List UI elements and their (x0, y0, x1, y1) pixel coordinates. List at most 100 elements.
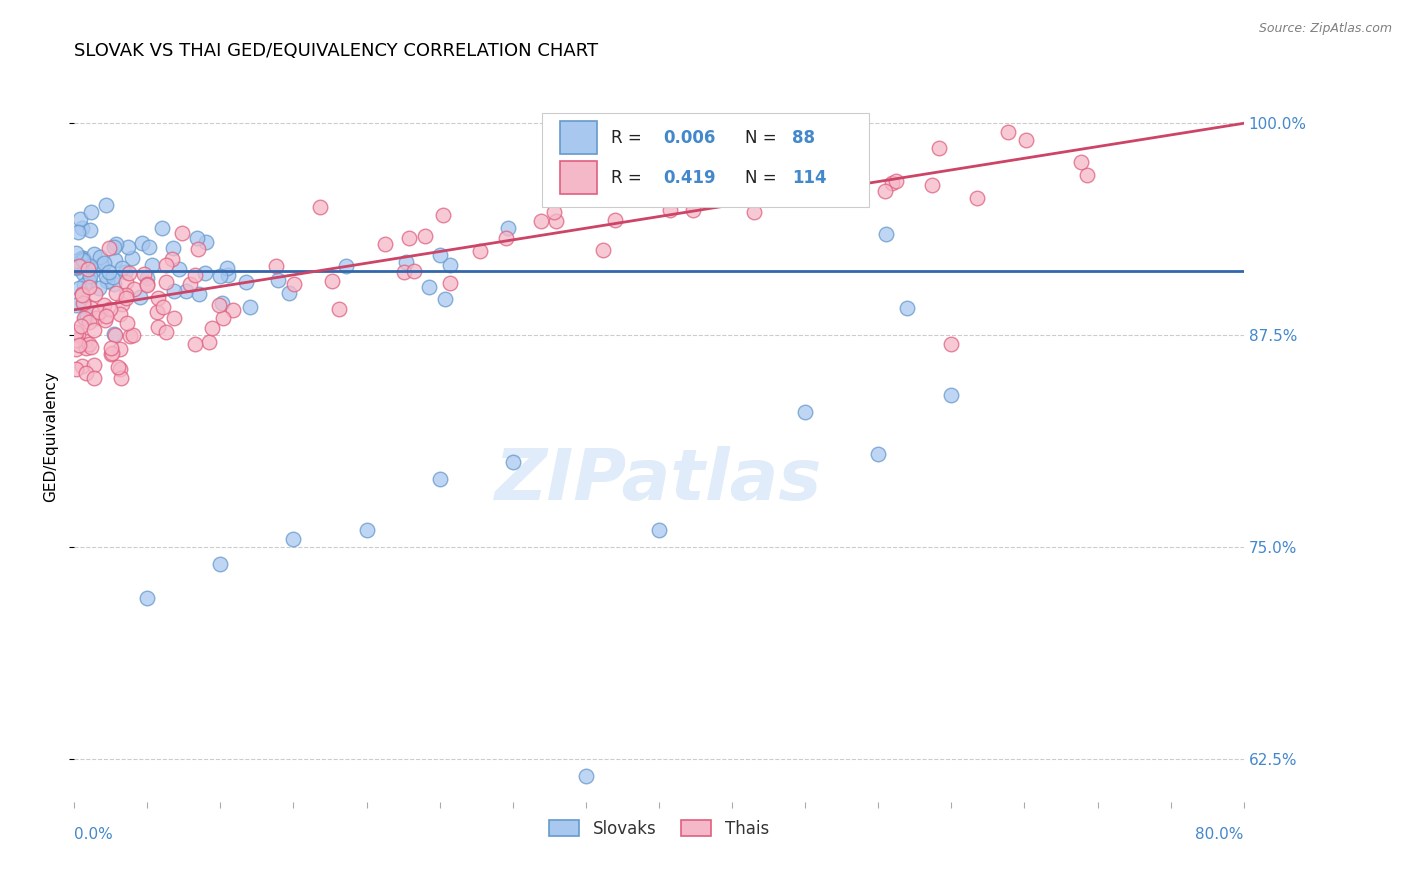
Point (75, 342, 97, 356)
Point (239, 300, 262, 314)
Point (217, 268, 239, 282)
Point (592, 244, 614, 258)
Point (184, 268, 207, 283)
Point (208, 298, 231, 312)
Point (131, 235, 153, 250)
Point (468, 244, 491, 259)
Point (682, 203, 704, 218)
Point (875, 184, 897, 198)
Point (418, 280, 440, 294)
Text: 0.0%: 0.0% (75, 827, 112, 842)
Point (94, 268, 117, 283)
Text: N =: N = (745, 128, 782, 146)
Point (75, 334, 97, 348)
Text: 0.006: 0.006 (664, 128, 716, 146)
Point (67, 327, 90, 342)
Point (150, 220, 173, 235)
Point (356, 523, 378, 537)
Text: Source: ZipAtlas.com: Source: ZipAtlas.com (1258, 22, 1392, 36)
Point (80, 301, 103, 316)
Point (69, 212, 91, 227)
Point (671, 192, 693, 206)
Point (439, 276, 461, 290)
Point (70, 221, 93, 235)
Point (136, 591, 159, 606)
Point (868, 447, 890, 461)
Point (146, 291, 169, 305)
Point (648, 523, 671, 537)
Point (84, 286, 107, 301)
Point (128, 290, 150, 304)
Point (966, 191, 988, 205)
Point (155, 325, 177, 339)
Point (138, 240, 160, 254)
Point (108, 307, 131, 321)
Point (72, 311, 94, 326)
Point (217, 261, 239, 276)
Point (98, 241, 121, 255)
Point (659, 202, 682, 217)
Text: R =: R = (612, 169, 647, 186)
Point (841, 137, 863, 152)
Point (65, 362, 87, 376)
Point (110, 362, 132, 376)
Point (96, 198, 118, 212)
Point (93, 313, 115, 327)
Point (921, 178, 943, 193)
Point (941, 336, 963, 351)
Point (502, 455, 524, 469)
Point (70, 287, 93, 301)
Point (94, 310, 117, 324)
Point (794, 404, 817, 418)
Point (579, 173, 602, 187)
Text: 114: 114 (792, 169, 827, 186)
Point (70, 287, 93, 301)
Point (429, 248, 451, 262)
Point (117, 239, 139, 253)
Point (96, 274, 118, 288)
Point (392, 265, 415, 279)
Point (79, 336, 101, 351)
Point (93, 256, 115, 270)
Point (84, 311, 107, 326)
Point (283, 532, 305, 546)
Point (67, 281, 90, 295)
Point (70, 359, 93, 373)
Point (235, 275, 257, 289)
Point (72, 266, 94, 280)
Point (1070, 155, 1092, 169)
Point (187, 287, 209, 301)
Point (141, 258, 163, 272)
Point (80, 340, 103, 354)
Point (70, 252, 93, 266)
Point (603, 212, 626, 227)
Point (121, 251, 143, 265)
Point (209, 557, 232, 571)
Point (148, 320, 170, 334)
Point (928, 141, 950, 155)
Text: SLOVAK VS THAI GED/EQUIVALENCY CORRELATION CHART: SLOVAK VS THAI GED/EQUIVALENCY CORRELATI… (75, 42, 598, 60)
Point (495, 231, 517, 245)
Point (67, 225, 90, 239)
Point (198, 335, 221, 350)
Point (146, 305, 169, 319)
Point (73, 296, 96, 310)
Point (941, 387, 963, 401)
Point (575, 769, 598, 783)
Point (496, 221, 519, 235)
Point (65, 325, 87, 339)
Point (83, 358, 105, 372)
Point (789, 184, 811, 198)
Point (896, 301, 918, 316)
Point (79, 223, 101, 237)
Point (114, 264, 136, 278)
Point (1014, 133, 1036, 147)
Point (162, 241, 184, 255)
Point (115, 288, 138, 302)
FancyBboxPatch shape (560, 161, 598, 194)
Point (278, 285, 301, 300)
Point (104, 252, 127, 267)
Point (79, 279, 101, 293)
Point (76, 261, 98, 276)
Point (111, 261, 134, 276)
